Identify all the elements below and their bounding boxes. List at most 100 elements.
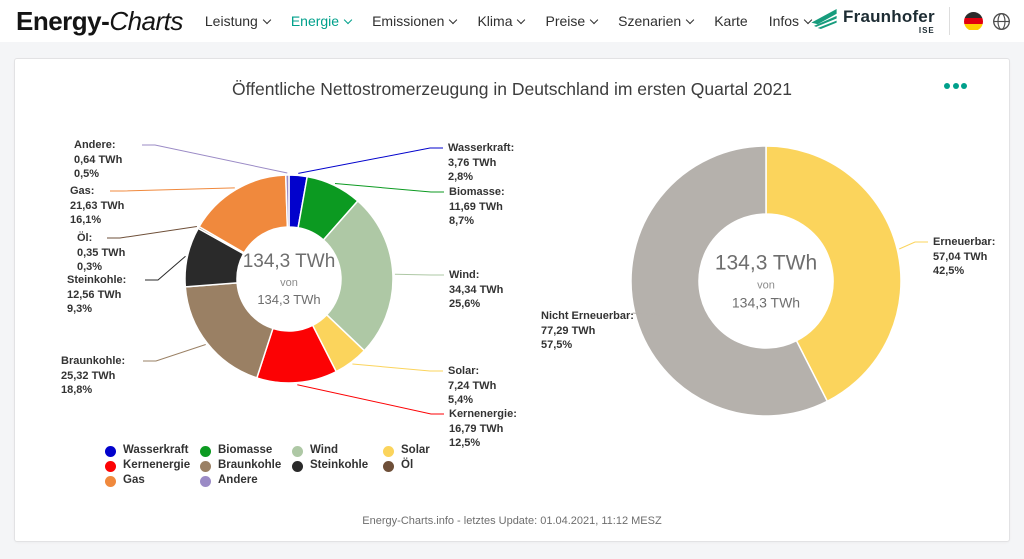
- nav-item-szenarien[interactable]: Szenarien: [618, 13, 695, 29]
- fraunhofer-mark-icon: [811, 8, 837, 29]
- legend-dot: [383, 445, 394, 457]
- site-logo[interactable]: Energy-Charts: [16, 8, 183, 34]
- nav-item-karte[interactable]: Karte: [714, 14, 747, 28]
- globe-language-icon[interactable]: [992, 12, 1011, 31]
- leader-line-steinkohle: [145, 255, 186, 281]
- slice-label-wind: Wind: 34,34 TWh 25,6%: [449, 268, 503, 312]
- slice-label-kernenergie: Kernenergie: 16,79 TWh 12,5%: [449, 407, 517, 451]
- nav-item-leistung[interactable]: Leistung: [204, 13, 272, 29]
- nav-item-klima[interactable]: Klima: [477, 13, 526, 29]
- chart-menu-button[interactable]: [944, 83, 967, 89]
- leader-line-erneuerbar: [898, 241, 928, 250]
- slice-label-percent: 5,4%: [448, 394, 474, 407]
- slice-erneuerbar[interactable]: [765, 145, 902, 403]
- legend-item-braunkohle[interactable]: Braunkohle: [200, 458, 281, 474]
- slice-label-percent: 0,3%: [77, 261, 103, 274]
- legend-dot: [200, 460, 211, 472]
- leader-line-kernenergie: [297, 384, 444, 415]
- slice-label-biomasse: Biomasse: 11,69 TWh 8,7%: [449, 185, 505, 229]
- slice-label-percent: 2,8%: [448, 171, 474, 184]
- nav-item-label: Infos: [768, 13, 800, 29]
- legend-item-andere[interactable]: Andere: [200, 473, 258, 489]
- header-right: Fraunhofer ISE: [811, 7, 1011, 35]
- chevron-down-icon: [589, 15, 599, 24]
- slice-andere[interactable]: [284, 174, 290, 228]
- legend-label: Wind: [310, 444, 338, 457]
- slice-label-percent: 8,7%: [449, 215, 475, 228]
- legend-label: Braunkohle: [218, 459, 282, 472]
- legend-item-wind[interactable]: Wind: [292, 443, 338, 459]
- slice-label-percent: 25,6%: [449, 298, 481, 311]
- legend-item-kernenergie[interactable]: Kernenergie: [105, 458, 190, 474]
- slice-label-name: Gas:: [70, 185, 95, 197]
- nav-item-label: Leistung: [204, 13, 258, 29]
- slice-label-value: 21,63 TWh: [70, 199, 125, 212]
- nav-item-label: Klima: [477, 13, 513, 29]
- slice-wind[interactable]: [322, 200, 394, 352]
- slice-label-name: Erneuerbar:: [933, 236, 996, 248]
- nav-item-preise[interactable]: Preise: [545, 14, 599, 28]
- slice-label-nicht-erneuerbar: Nicht Erneuerbar: 77,29 TWh 57,5%: [541, 309, 634, 353]
- slice-nicht-erneuerbar[interactable]: [630, 145, 829, 417]
- legend-dot: [200, 445, 211, 457]
- slice-label-braunkohle: Braunkohle: 25,32 TWh 18,8%: [61, 354, 125, 398]
- fraunhofer-name: Fraunhofer: [843, 6, 935, 26]
- legend-label: Wasserkraft: [123, 444, 189, 457]
- chevron-down-icon: [262, 15, 272, 24]
- legend-dot: [105, 475, 116, 487]
- nav-item-infos[interactable]: Infos: [768, 13, 813, 29]
- leader-line-wind: [394, 273, 444, 276]
- legend-item-gas[interactable]: Gas: [105, 473, 145, 489]
- nav-item-label: Emissionen: [372, 13, 445, 29]
- slice-braunkohle[interactable]: [184, 282, 274, 379]
- leader-line-andere: [142, 144, 288, 174]
- nav-item-energie[interactable]: Energie: [290, 13, 353, 29]
- nav-item-label: Energie: [290, 13, 340, 29]
- legend-item-öl[interactable]: Öl: [383, 458, 413, 474]
- legend-dot: [200, 475, 211, 487]
- slice-label-percent: 42,5%: [933, 265, 965, 278]
- slice-label-name: Braunkohle:: [61, 355, 126, 367]
- chevron-down-icon: [685, 15, 695, 24]
- leader-line-biomasse: [334, 183, 444, 193]
- legend-dot: [383, 460, 394, 472]
- slice-label-percent: 9,3%: [67, 303, 93, 316]
- slice-label-value: 0,64 TWh: [74, 153, 123, 166]
- slice-label-value: 0,35 TWh: [77, 246, 126, 259]
- slice-label-name: Kernenergie:: [449, 408, 517, 420]
- legend-dot: [105, 460, 116, 472]
- legend-dot: [292, 460, 303, 472]
- legend-item-biomasse[interactable]: Biomasse: [200, 443, 272, 459]
- slice-label-percent: 0,5%: [74, 168, 100, 181]
- german-flag-icon[interactable]: [963, 11, 983, 31]
- leader-line-öl: [107, 226, 197, 239]
- legend-item-wasserkraft[interactable]: Wasserkraft: [105, 443, 188, 459]
- leader-line-braunkohle: [143, 344, 206, 362]
- slice-label-name: Andere:: [74, 139, 116, 151]
- leader-line-nicht-erneuerbar: [632, 312, 663, 317]
- logo-text-energy: Energy-: [16, 6, 110, 36]
- slice-label-percent: 12,5%: [449, 437, 481, 450]
- chevron-down-icon: [449, 15, 458, 24]
- legend-dot: [292, 445, 303, 457]
- legend-item-steinkohle[interactable]: Steinkohle: [292, 458, 368, 474]
- legend-label: Steinkohle: [310, 459, 369, 472]
- slice-label-name: Biomasse:: [449, 186, 505, 198]
- legend-label: Kernenergie: [123, 459, 191, 472]
- legend-item-solar[interactable]: Solar: [383, 443, 430, 459]
- nav-item-emissionen[interactable]: Emissionen: [372, 13, 458, 29]
- slice-label-name: Wind:: [449, 269, 480, 281]
- fraunhofer-ise-logo[interactable]: Fraunhofer ISE: [811, 8, 935, 35]
- logo-text-charts: Charts: [109, 6, 183, 36]
- nav-item-label: Szenarien: [618, 13, 682, 29]
- chevron-down-icon: [343, 15, 353, 24]
- slice-label-value: 57,04 TWh: [933, 250, 988, 263]
- slice-label-value: 16,79 TWh: [449, 422, 504, 435]
- slice-label-value: 77,29 TWh: [541, 324, 596, 337]
- fraunhofer-wordmark: Fraunhofer ISE: [843, 8, 935, 35]
- slice-label-andere: Andere: 0,64 TWh 0,5%: [74, 138, 122, 182]
- leader-line-wasserkraft: [298, 147, 443, 174]
- legend-label: Andere: [218, 474, 258, 487]
- slice-label-gas: Gas: 21,63 TWh 16,1%: [70, 184, 124, 228]
- slice-label-value: 11,69 TWh: [449, 200, 503, 213]
